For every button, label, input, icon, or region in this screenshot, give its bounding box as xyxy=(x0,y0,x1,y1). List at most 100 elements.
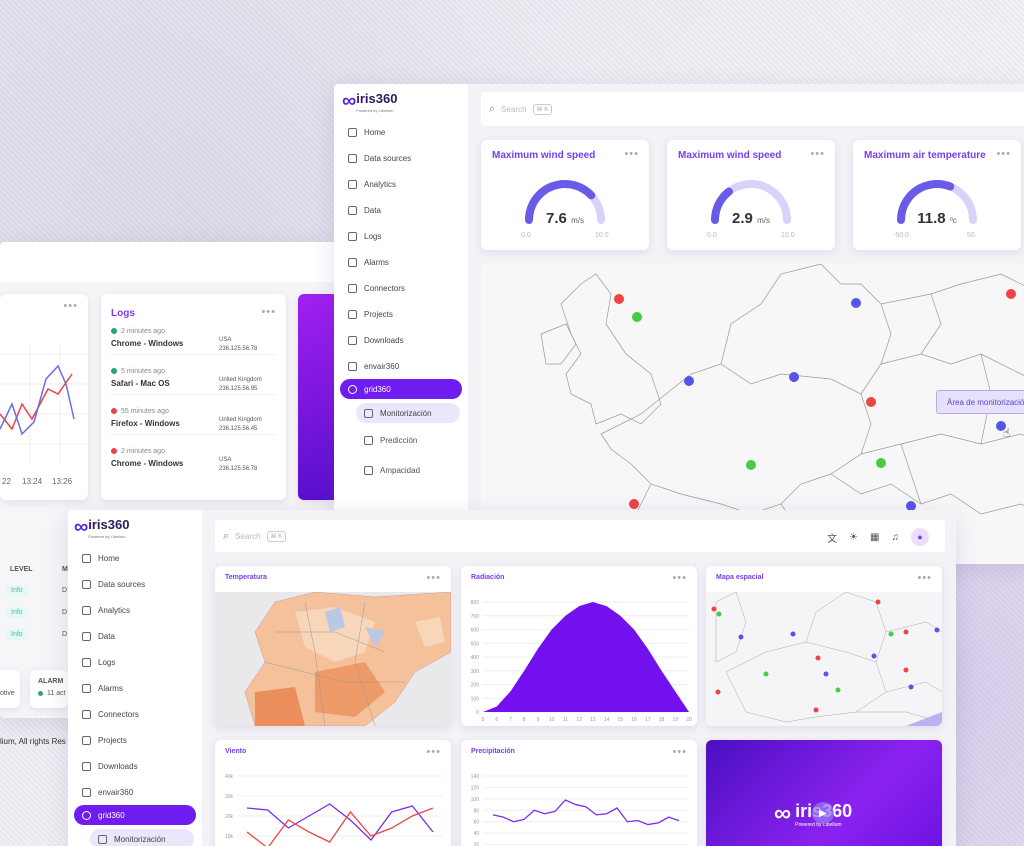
log-row[interactable]: 2 minutes ago Chrome - Windows USA 236.125.… xyxy=(111,448,276,472)
sidebar-item-envair360[interactable]: envair360 xyxy=(334,353,468,379)
map-marker[interactable] xyxy=(934,627,940,633)
sidebar-item-alarms[interactable]: Alarms xyxy=(68,675,202,701)
map-marker[interactable] xyxy=(851,298,861,308)
more-icon[interactable]: ••• xyxy=(426,746,441,758)
x-tick: 16 xyxy=(631,717,637,723)
sidebar-item-logs[interactable]: Logs xyxy=(68,649,202,675)
search-input[interactable]: Search xyxy=(501,105,527,114)
search-bar[interactable]: ⌕ Search ⌘ K xyxy=(223,530,287,543)
map-marker[interactable] xyxy=(614,294,624,304)
more-icon[interactable]: ••• xyxy=(261,306,276,318)
map-marker[interactable] xyxy=(871,653,877,659)
map-marker[interactable] xyxy=(716,611,722,617)
sidebar-item-analytics[interactable]: Analytics xyxy=(334,171,468,197)
sidebar-item-downloads[interactable]: Downloads xyxy=(334,327,468,353)
sidebar-item-connectors[interactable]: Connectors xyxy=(68,701,202,727)
log-location: United Kingdom 236.125.56.45 xyxy=(219,416,262,434)
sidebar-item-grid360[interactable]: grid360 xyxy=(340,379,462,399)
sidebar-item-projects[interactable]: Projects xyxy=(334,301,468,327)
play-button[interactable]: ▶ xyxy=(812,802,834,824)
spatial-map[interactable] xyxy=(706,592,942,726)
sidebar-item-label: Analytics xyxy=(98,605,131,615)
map-marker[interactable] xyxy=(908,684,914,690)
more-icon[interactable]: ••• xyxy=(63,300,78,312)
sidebar-item-home[interactable]: Home xyxy=(68,545,202,571)
log-row[interactable]: 2 minutes ago Chrome - Windows USA 236.125.… xyxy=(111,328,276,355)
sidebar-subitem-2[interactable]: Ampacidad xyxy=(334,457,468,483)
sidebar-item-connectors[interactable]: Connectors xyxy=(334,275,468,301)
map-marker[interactable] xyxy=(746,460,756,470)
more-icon[interactable]: ••• xyxy=(672,746,687,758)
map-marker[interactable] xyxy=(738,634,744,640)
sidebar-item-data[interactable]: Data xyxy=(68,623,202,649)
log-row[interactable]: 55 minutes ago Firefox - Windows United Ki… xyxy=(111,408,276,435)
map-marker[interactable] xyxy=(711,606,717,612)
search-bar[interactable]: ⌕ Search ⌘ K xyxy=(489,103,553,116)
sidebar-item-data-sources[interactable]: Data sources xyxy=(68,571,202,597)
status-dot xyxy=(111,328,117,335)
map-marker[interactable] xyxy=(789,372,799,382)
precipitation-card: Precipitación ••• 140120100806040200 xyxy=(461,740,697,846)
sidebar-item-home[interactable]: Home xyxy=(334,119,468,145)
map-marker[interactable] xyxy=(903,629,909,635)
sidebar-item-alarms[interactable]: Alarms xyxy=(334,249,468,275)
nav-icon xyxy=(348,231,357,241)
map-marker[interactable] xyxy=(813,707,819,713)
sidebar-item-logs[interactable]: Logs xyxy=(334,223,468,249)
map-marker[interactable] xyxy=(866,397,876,407)
gauge-fill xyxy=(897,180,955,224)
more-icon[interactable]: ••• xyxy=(426,572,441,584)
map-marker[interactable] xyxy=(906,501,916,511)
map-marker[interactable] xyxy=(1006,289,1016,299)
translate-icon[interactable]: 文 xyxy=(827,533,838,545)
map-marker[interactable] xyxy=(835,687,841,693)
map-marker[interactable] xyxy=(903,667,909,673)
gauge-max: 10.0 xyxy=(595,232,609,239)
more-icon[interactable]: ••• xyxy=(624,148,639,160)
sidebar-item-label: Data xyxy=(364,205,381,215)
logo: ∞ iris360 Powered by Libelium xyxy=(74,516,129,539)
more-icon[interactable]: ••• xyxy=(810,148,825,160)
x-tick: 20 xyxy=(686,717,692,723)
nav-icon xyxy=(82,787,91,797)
avatar[interactable]: ● xyxy=(911,528,929,546)
x-tick: 10 xyxy=(549,717,555,723)
map-marker[interactable] xyxy=(632,312,642,322)
sidebar-item-grid360[interactable]: grid360 xyxy=(74,805,196,825)
map-marker[interactable] xyxy=(790,631,796,637)
sidebar-item-envair360[interactable]: envair360 xyxy=(68,779,202,805)
x-tick: 13:24 xyxy=(22,477,43,486)
map-marker[interactable] xyxy=(684,376,694,386)
map-marker[interactable] xyxy=(763,671,769,677)
search-input[interactable]: Search xyxy=(235,532,261,541)
y-tick: 300 xyxy=(471,669,480,675)
y-tick: 60 xyxy=(473,820,479,826)
bell-icon[interactable]: ♫ xyxy=(891,531,900,543)
map-marker[interactable] xyxy=(815,655,821,661)
map-marker[interactable] xyxy=(823,671,829,677)
sidebar-subitem-1[interactable]: Predicción xyxy=(334,427,468,453)
sidebar-item-analytics[interactable]: Analytics xyxy=(68,597,202,623)
log-location: USA 236.125.56.78 xyxy=(219,456,257,474)
log-row[interactable]: 5 minutes ago Safari - Mac OS United Kingd… xyxy=(111,368,276,395)
map-marker[interactable] xyxy=(875,599,881,605)
sidebar-subitem-0[interactable]: Monitorización xyxy=(356,403,460,423)
more-icon[interactable]: ••• xyxy=(917,572,932,584)
sidebar-item-label: Monitorización xyxy=(380,408,432,418)
sidebar-item-data[interactable]: Data xyxy=(334,197,468,223)
sidebar-item-projects[interactable]: Projects xyxy=(68,727,202,753)
map-marker[interactable] xyxy=(876,458,886,468)
logo-subtitle: Powered by Libelium xyxy=(356,108,394,113)
map-marker[interactable] xyxy=(629,499,639,509)
sun-icon[interactable]: ☀ xyxy=(849,531,859,543)
more-icon[interactable]: ••• xyxy=(672,572,687,584)
map-marker[interactable] xyxy=(888,631,894,637)
sidebar-item-downloads[interactable]: Downloads xyxy=(68,753,202,779)
map-marker[interactable] xyxy=(715,689,721,695)
map-marker[interactable] xyxy=(996,421,1006,431)
apps-icon[interactable]: ▦ xyxy=(870,531,880,543)
more-icon[interactable]: ••• xyxy=(996,148,1011,160)
sidebar-subitem-0[interactable]: Monitorización xyxy=(90,829,194,846)
sidebar-item-data-sources[interactable]: Data sources xyxy=(334,145,468,171)
